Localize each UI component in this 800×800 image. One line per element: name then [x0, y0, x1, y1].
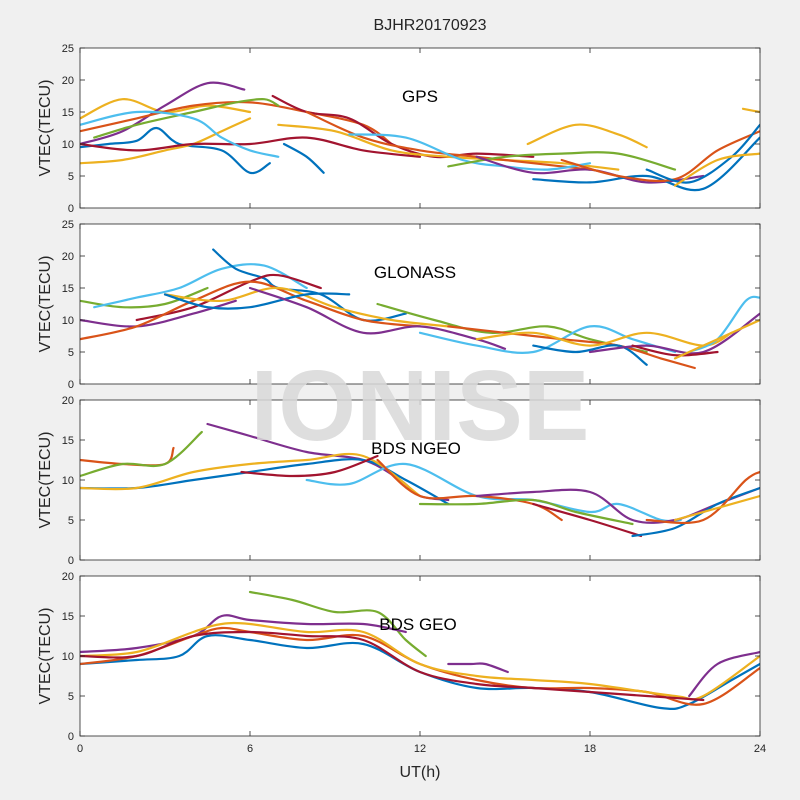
series-line-10 [532, 502, 643, 538]
x-tick-label: 24 [754, 743, 766, 755]
plot-area [80, 48, 760, 208]
x-tick-label: 6 [247, 743, 253, 755]
series-group [80, 590, 760, 710]
series-line-11 [447, 325, 696, 370]
series-line-14 [588, 312, 760, 355]
series-line-19 [673, 152, 760, 187]
y-axis-label: VTEC(TECU) [37, 80, 54, 177]
series-line-8 [248, 286, 507, 350]
y-tick-label: 15 [62, 107, 74, 119]
series-line-16 [688, 295, 760, 354]
series-line-9 [418, 498, 634, 526]
series-line-1 [80, 81, 246, 146]
series-line-7 [163, 292, 351, 310]
y-axis-label: VTEC(TECU) [37, 432, 54, 529]
series-group [80, 81, 760, 192]
panel-label: BDS GEO [379, 615, 456, 634]
series-line-16 [532, 136, 760, 192]
x-axis-label: UT(h) [400, 764, 441, 781]
y-tick-label: 5 [68, 515, 74, 527]
y-tick-label: 25 [62, 43, 74, 55]
series-line-6 [80, 136, 422, 158]
y-tick-label: 0 [68, 203, 74, 215]
y-tick-label: 5 [68, 691, 74, 703]
plot-area [80, 576, 760, 736]
panel-2: 0 5 10 15 20 VTEC(TECU) BDS NGEO [37, 395, 761, 567]
panel-1: 0 5 10 15 20 25 VTEC(TECU) GLONASS [37, 219, 761, 391]
series-line-7 [80, 110, 280, 158]
series-line-2 [447, 662, 509, 674]
series-line-1 [80, 614, 407, 654]
y-tick-label: 15 [62, 611, 74, 623]
y-tick-label: 25 [62, 219, 74, 231]
series-line-1 [80, 430, 203, 478]
x-tick-label: 0 [77, 743, 83, 755]
panels: 0 5 10 15 20 25 VTEC(TECU) GPS 0 5 10 15 20 25 VTEC(TE… [37, 43, 766, 755]
series-line-11 [631, 486, 760, 538]
series-line-17 [560, 130, 760, 183]
y-tick-label: 20 [62, 571, 74, 583]
y-axis-label: VTEC(TECU) [37, 608, 54, 705]
series-line-5 [80, 621, 760, 701]
series-line-9 [277, 123, 620, 171]
y-axis-label: VTEC(TECU) [37, 256, 54, 353]
y-tick-label: 5 [68, 171, 74, 183]
series-line-6 [80, 630, 705, 702]
series-line-0 [80, 286, 209, 309]
y-tick-label: 10 [62, 315, 74, 327]
series-line-1 [80, 299, 237, 328]
y-tick-label: 0 [68, 731, 74, 743]
y-tick-label: 10 [62, 139, 74, 151]
series-line-4 [80, 452, 422, 498]
series-line-11 [348, 133, 592, 171]
y-tick-label: 0 [68, 555, 74, 567]
series-line-5 [80, 280, 422, 341]
y-tick-label: 15 [62, 435, 74, 447]
series-line-13 [526, 123, 648, 149]
panel-label: BDS NGEO [371, 439, 461, 458]
series-line-6 [163, 286, 450, 328]
y-tick-label: 15 [62, 283, 74, 295]
series-line-4 [93, 98, 280, 139]
y-tick-label: 0 [68, 379, 74, 391]
series-line-5 [80, 117, 252, 165]
x-tick-label: 18 [584, 743, 596, 755]
panel-label: GPS [402, 87, 438, 106]
series-line-12 [645, 470, 760, 525]
series-line-15 [631, 344, 719, 357]
series-line-2 [93, 263, 308, 309]
y-tick-label: 10 [62, 651, 74, 663]
series-line-17 [673, 318, 760, 360]
series-line-9 [376, 302, 648, 354]
series-group [80, 422, 760, 538]
y-tick-label: 10 [62, 475, 74, 487]
series-line-5 [240, 454, 379, 478]
series-line-12 [282, 142, 325, 174]
y-tick-label: 20 [62, 395, 74, 407]
y-tick-label: 20 [62, 75, 74, 87]
series-line-13 [673, 494, 760, 522]
x-tick-label: 12 [414, 743, 426, 755]
panel-label: GLONASS [374, 263, 456, 282]
series-group [80, 248, 760, 370]
watermark: IONISE [251, 350, 590, 462]
panel-3: 0 5 10 15 20 VTEC(TECU) BDS GEO [37, 571, 761, 743]
y-tick-label: 5 [68, 347, 74, 359]
y-tick-label: 20 [62, 251, 74, 263]
figure-title: BJHR20170923 [374, 17, 487, 34]
series-line-3 [80, 126, 271, 175]
series-line-7 [688, 650, 760, 698]
series-line-13 [532, 344, 648, 366]
x-tick-labels: 0 6 12 18 24 [77, 743, 766, 755]
series-line-0 [248, 590, 427, 658]
series-line-18 [645, 123, 760, 184]
panel-0: 0 5 10 15 20 25 VTEC(TECU) GPS [37, 43, 761, 215]
